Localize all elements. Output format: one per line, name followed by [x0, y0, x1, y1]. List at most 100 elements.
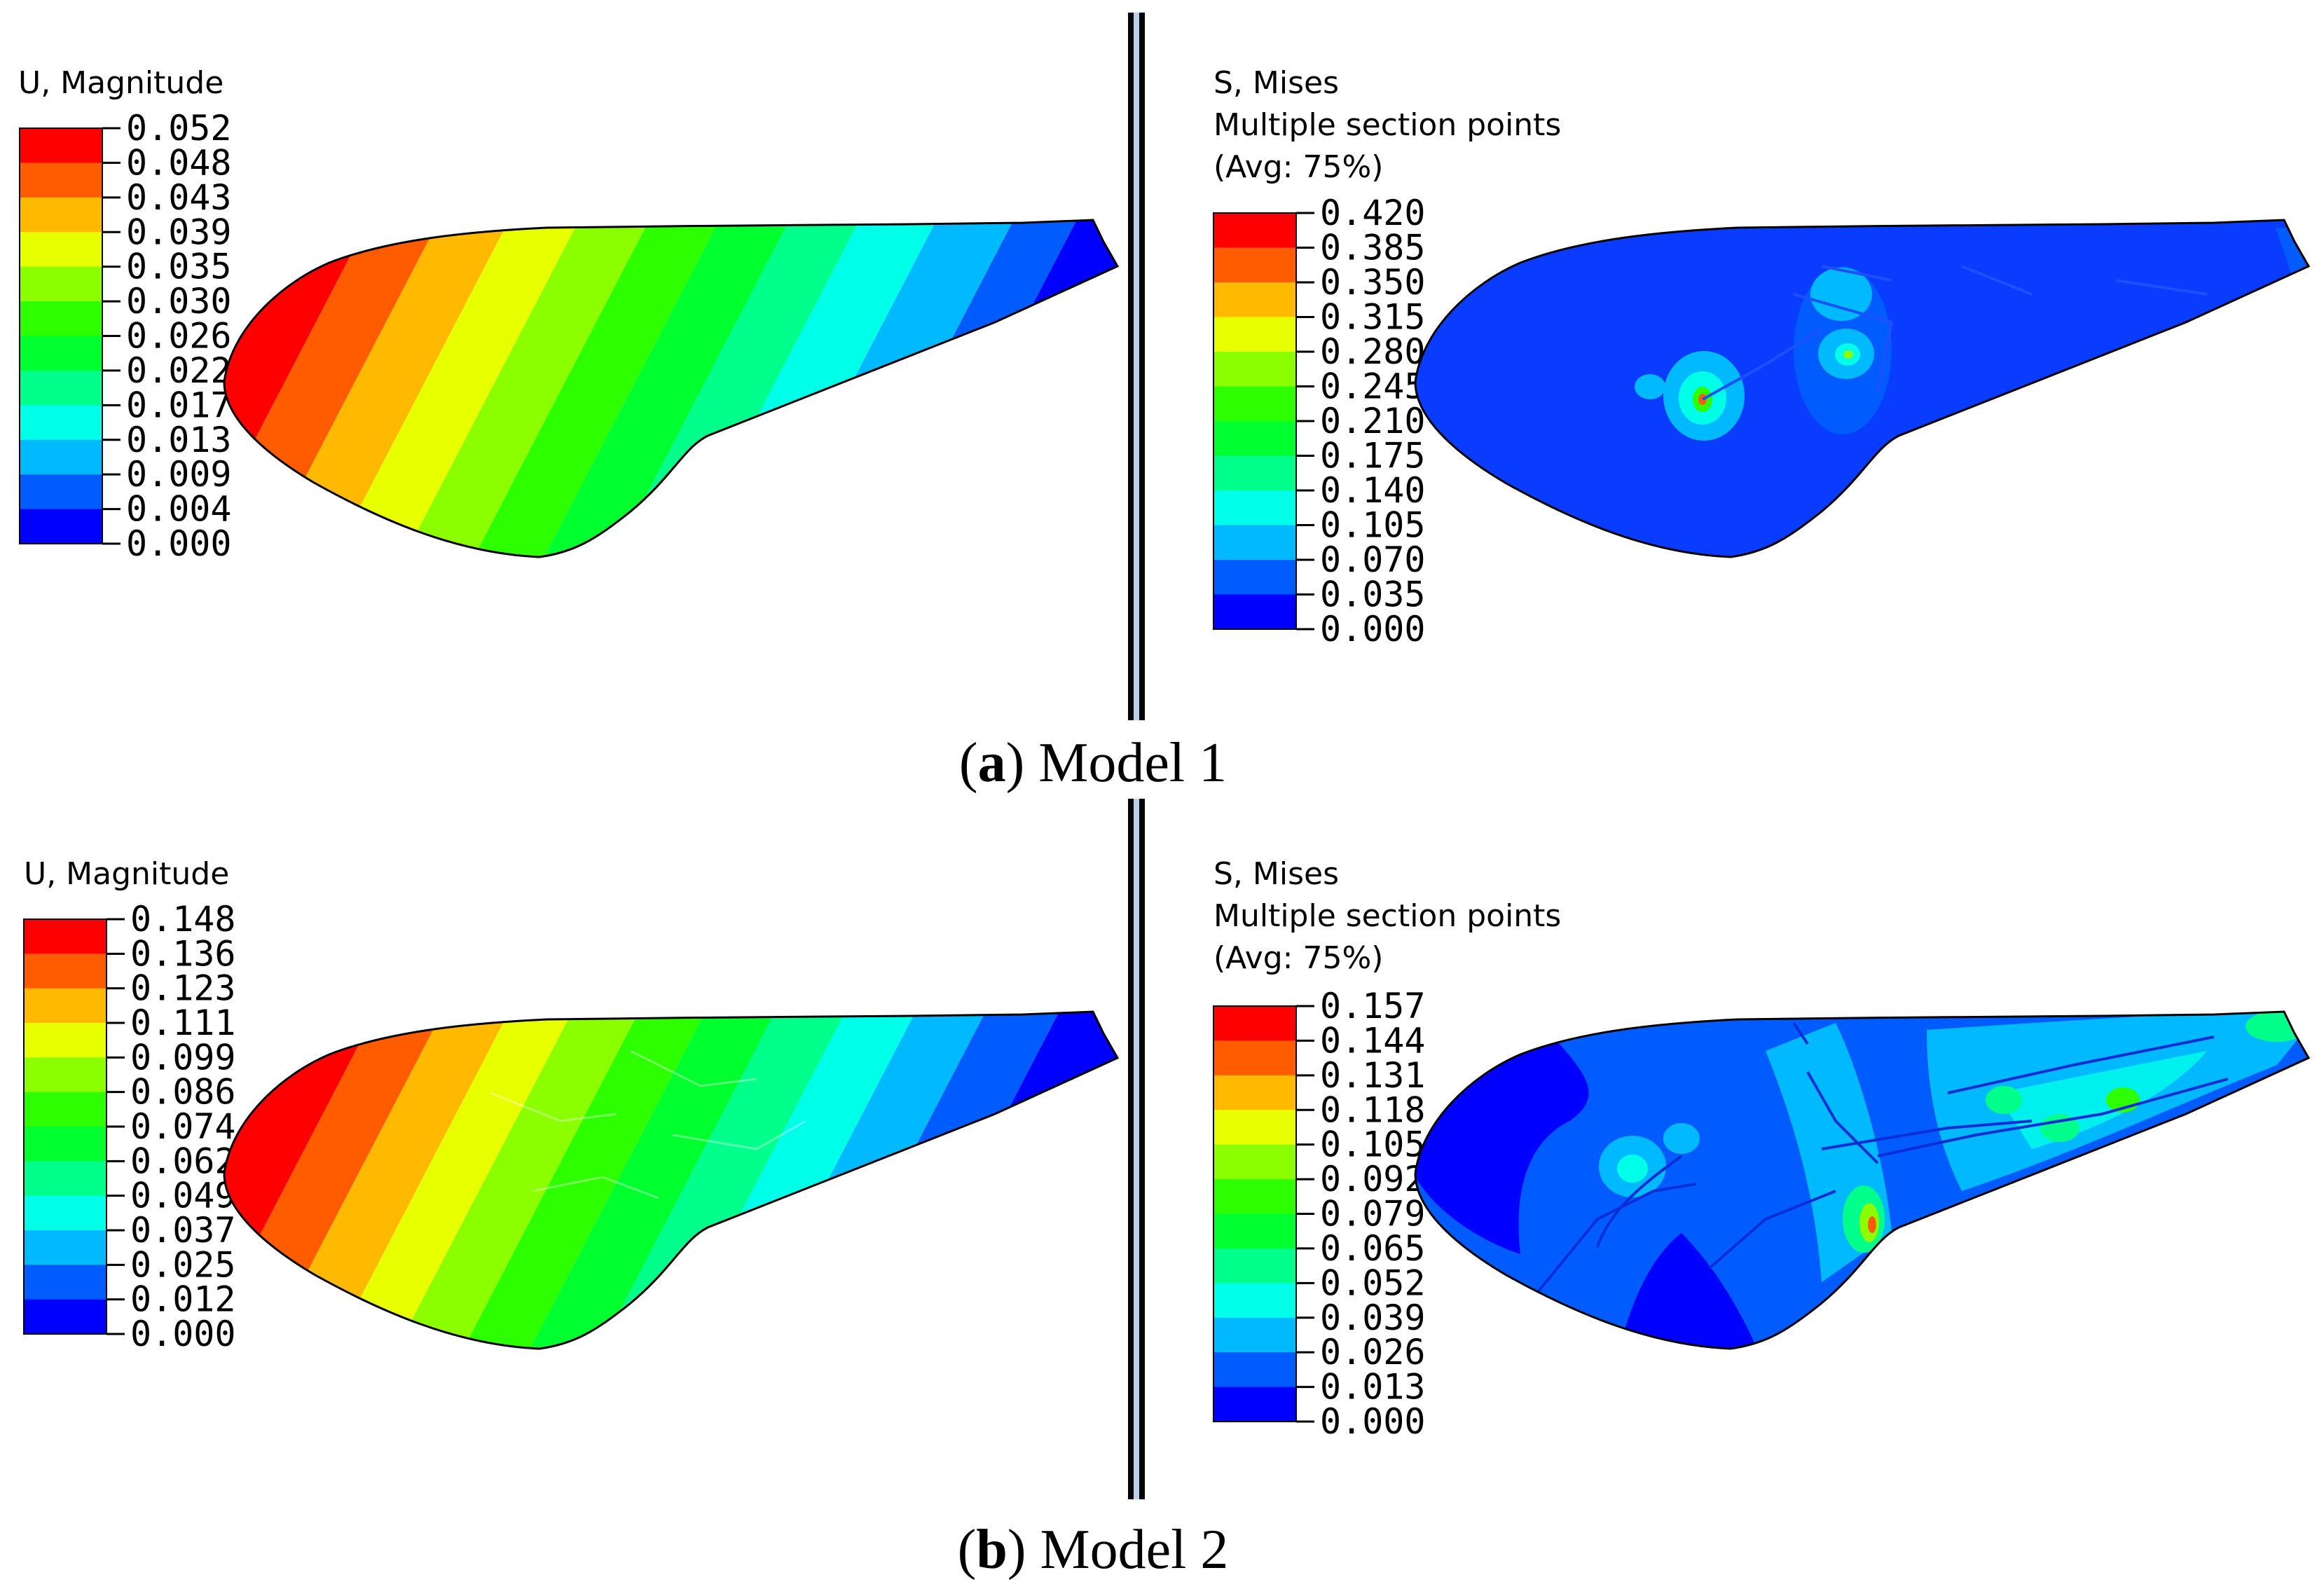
displacement-b1-band-4	[373, 1012, 662, 1349]
legend-a2-tick-label-4: 0.280	[1320, 331, 1426, 372]
displacement-a1-band-3	[310, 220, 603, 557]
legend-a1-title-line-1: U, Magnitude	[18, 65, 224, 101]
legend-a1-tick-label-6: 0.026	[126, 316, 232, 357]
legend-a1-swatch-1	[20, 163, 102, 198]
legend-b2-tick-label-11: 0.013	[1320, 1367, 1426, 1408]
legend-a2-swatch-4	[1213, 352, 1296, 387]
legend-a1-swatch-5	[20, 301, 102, 336]
legend-a2-title-line-2: Multiple section points	[1213, 107, 1561, 143]
legend-b1-tick-label-11: 0.012	[130, 1279, 236, 1320]
legend-b2-tick-label-6: 0.079	[1320, 1194, 1426, 1234]
legend-b2-title-line-1: S, Mises	[1213, 856, 1339, 892]
legend-b2-tick-label-8: 0.052	[1320, 1263, 1426, 1303]
legend-b1-swatch-5	[24, 1092, 106, 1127]
legend-a2-tick-label-3: 0.315	[1320, 297, 1426, 338]
legend-b2-tick-label-0: 0.157	[1320, 986, 1426, 1026]
legend-a1-tick-label-0: 0.052	[126, 108, 232, 149]
legend-a2-swatch-10	[1213, 560, 1296, 595]
legend-a2-swatch-9	[1213, 525, 1296, 560]
legend-b2-tick-labels: 0.1570.1440.1310.1180.1050.0920.0790.065…	[1296, 986, 1426, 1442]
legend-b2-tick-label-5: 0.092	[1320, 1159, 1426, 1199]
legend-b1-tick-label-3: 0.111	[130, 1003, 236, 1043]
legend-b1-swatch-4	[24, 1057, 106, 1093]
legend-b2-swatch-4	[1213, 1144, 1296, 1180]
legend-a1-tick-label-4: 0.035	[126, 247, 232, 287]
caption-b-letter: b	[976, 1519, 1008, 1581]
legend-b1: U, Magnitude 0.1480.1360.1230.1110.0990.…	[23, 856, 236, 1354]
legend-a2-tick-labels: 0.4200.3850.3500.3150.2800.2450.2100.175…	[1296, 193, 1426, 649]
wing-model-1-stress	[1414, 219, 2310, 558]
legend-a2-tick-label-10: 0.070	[1320, 539, 1426, 580]
legend-a1-swatch-0	[20, 128, 102, 163]
legend-a1-swatch-7	[20, 370, 102, 406]
legend-b1-tick-label-8: 0.049	[130, 1176, 236, 1216]
legend-b1-tick-label-5: 0.086	[130, 1072, 236, 1113]
legend-a1-tick-label-1: 0.048	[126, 142, 232, 183]
legend-a1-swatch-9	[20, 439, 102, 475]
panel-a-divider	[1128, 13, 1145, 720]
legend-a2-tick-label-7: 0.175	[1320, 436, 1426, 476]
legend-b2-tick-label-4: 0.105	[1320, 1124, 1426, 1165]
displacement-a1-band-5	[450, 220, 743, 557]
panel-a-displacement-plot: U, Magnitude 0.0520.0480.0430.0390.0350.…	[18, 65, 1119, 564]
legend-b2-swatch-6	[1213, 1213, 1296, 1249]
displacement-b1-band-3	[310, 1012, 596, 1349]
legend-b2-swatch-9	[1213, 1317, 1296, 1353]
legend-b1-swatch-6	[24, 1127, 106, 1162]
legend-b2-swatch-1	[1213, 1040, 1296, 1076]
legend-a2-swatch-0	[1213, 213, 1296, 248]
legend-a2-tick-label-6: 0.210	[1320, 401, 1426, 441]
legend-a1-swatch-3	[20, 232, 102, 268]
legend-b2-swatch-3	[1213, 1110, 1296, 1146]
legend-a2-title-line-1: S, Mises	[1213, 65, 1339, 101]
stress-hotspot-a2-2	[1794, 266, 1892, 434]
legend-b1-swatch-1	[24, 954, 106, 989]
legend-a2-swatch-2	[1213, 282, 1296, 317]
legend-a2-swatch-8	[1213, 490, 1296, 525]
legend-b1-tick-label-10: 0.025	[130, 1244, 236, 1285]
legend-a1-swatch-2	[20, 197, 102, 233]
legend-b1-swatch-8	[24, 1195, 106, 1231]
legend-a1-tick-label-11: 0.004	[126, 489, 232, 530]
legend-b1-title-line-1: U, Magnitude	[24, 856, 229, 892]
legend-b2-title-line-3: (Avg: 75%)	[1213, 940, 1383, 976]
legend-b1-swatch-11	[24, 1299, 106, 1335]
legend-a1-tick-label-8: 0.017	[126, 385, 232, 425]
displacement-a1-band-4	[380, 220, 673, 557]
vein-lines-b2	[1533, 1022, 2229, 1298]
legend-a1-tick-label-5: 0.030	[126, 281, 232, 322]
legend-a1-tick-label-7: 0.022	[126, 350, 232, 391]
caption-a-text: Model 1	[1038, 732, 1227, 794]
panel-b-divider	[1128, 799, 1145, 1499]
legend-a2-swatch-3	[1213, 317, 1296, 352]
legend-a1-tick-label-2: 0.043	[126, 177, 232, 218]
legend-b1-swatch-9	[24, 1230, 106, 1265]
legend-b1-tick-label-12: 0.000	[130, 1314, 236, 1354]
legend-b2-tick-label-10: 0.026	[1320, 1332, 1426, 1373]
legend-b1-swatch-10	[24, 1265, 106, 1300]
legend-b2-tick-label-3: 0.118	[1320, 1089, 1426, 1130]
caption-b: (b) Model 2	[958, 1519, 1229, 1581]
legend-a2-tick-label-12: 0.000	[1320, 609, 1426, 649]
legend-a2-swatch-7	[1213, 455, 1296, 491]
stress-hotspot-b2-2	[1843, 1185, 1885, 1253]
legend-a1-tick-label-9: 0.013	[126, 420, 232, 460]
legend-b2-swatch-11	[1213, 1387, 1296, 1422]
legend-b2: S, Mises Multiple section points (Avg: 7…	[1213, 856, 1561, 1442]
legend-a2-tick-label-2: 0.350	[1320, 262, 1426, 303]
stress-tip-b2	[2246, 1012, 2309, 1042]
caption-a: (a) Model 1	[959, 732, 1227, 794]
legend-b1-tick-label-1: 0.136	[130, 933, 236, 974]
legend-a1-swatch-11	[20, 509, 102, 544]
legend-a1-tick-label-3: 0.039	[126, 212, 232, 252]
legend-a2-swatch-6	[1213, 421, 1296, 456]
legend-a1-tick-label-10: 0.009	[126, 454, 232, 495]
legend-a1-swatch-6	[20, 336, 102, 371]
legend-a1-tick-labels: 0.0520.0480.0430.0390.0350.0300.0260.022…	[102, 108, 232, 564]
legend-b1-swatch-3	[24, 1023, 106, 1058]
stress-spot-a2-3	[1635, 374, 1665, 399]
legend-b2-swatch-10	[1213, 1352, 1296, 1388]
legend-a1-tick-label-12: 0.000	[126, 523, 232, 564]
panel-b-stress-plot: S, Mises Multiple section points (Avg: 7…	[1213, 856, 2310, 1442]
